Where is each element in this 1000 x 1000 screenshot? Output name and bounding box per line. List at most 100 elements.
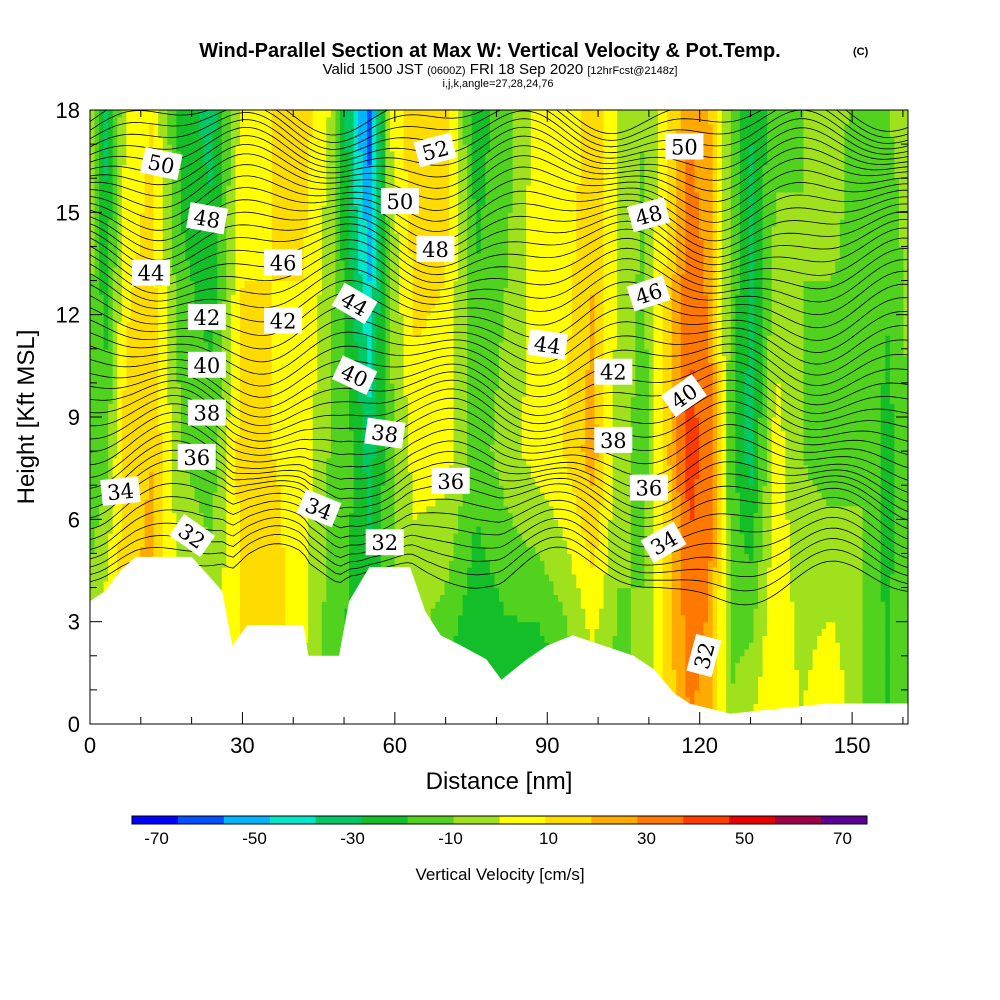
velocity-cell bbox=[271, 232, 305, 241]
velocity-cell bbox=[285, 614, 309, 623]
velocity-cell bbox=[389, 580, 446, 589]
velocity-cell bbox=[308, 150, 327, 159]
velocity-cell bbox=[121, 280, 137, 288]
velocity-cell bbox=[162, 144, 173, 152]
velocity-cell bbox=[121, 410, 159, 418]
velocity-cell bbox=[358, 116, 368, 125]
velocity-cell bbox=[235, 164, 273, 172]
velocity-cell bbox=[99, 116, 105, 125]
velocity-cell bbox=[271, 369, 318, 377]
velocity-cell bbox=[571, 260, 605, 268]
x-tick-label: 150 bbox=[834, 733, 871, 758]
contour-label-background bbox=[626, 197, 671, 233]
velocity-cell bbox=[239, 355, 273, 364]
velocity-cell bbox=[671, 294, 682, 302]
velocity-cell bbox=[667, 260, 677, 268]
velocity-cell bbox=[499, 594, 559, 602]
velocity-cell bbox=[162, 505, 173, 514]
velocity-cell bbox=[680, 498, 691, 507]
velocity-cell bbox=[753, 444, 759, 452]
velocity-cell bbox=[199, 505, 214, 514]
velocity-cell bbox=[721, 464, 727, 473]
velocity-cell bbox=[317, 294, 336, 302]
velocity-cell bbox=[726, 430, 736, 439]
velocity-cell bbox=[748, 301, 755, 309]
velocity-cell bbox=[603, 403, 614, 411]
velocity-cell bbox=[662, 635, 673, 643]
velocity-cell bbox=[662, 621, 673, 630]
velocity-cell bbox=[444, 587, 468, 595]
velocity-cell bbox=[567, 355, 591, 364]
velocity-cell bbox=[503, 601, 564, 609]
velocity-cell bbox=[367, 492, 373, 500]
velocity-cell bbox=[753, 253, 764, 261]
velocity-cell bbox=[889, 580, 908, 589]
velocity-cell bbox=[862, 567, 882, 575]
velocity-cell bbox=[748, 185, 755, 193]
velocity-cell bbox=[803, 451, 882, 459]
velocity-cell bbox=[662, 573, 673, 582]
velocity-cell bbox=[635, 341, 646, 350]
velocity-cell bbox=[889, 635, 908, 643]
velocity-cell bbox=[903, 266, 908, 275]
velocity-cell bbox=[903, 335, 908, 343]
velocity-cell bbox=[680, 580, 709, 589]
velocity-cell bbox=[762, 348, 768, 357]
velocity-cell bbox=[385, 321, 391, 329]
velocity-cell bbox=[235, 280, 246, 288]
velocity-cell bbox=[226, 526, 241, 534]
velocity-cell bbox=[667, 451, 677, 459]
velocity-cell bbox=[889, 376, 908, 384]
velocity-cell bbox=[371, 273, 377, 282]
velocity-cell bbox=[598, 505, 614, 514]
velocity-cell bbox=[685, 225, 700, 234]
velocity-cell bbox=[762, 232, 773, 241]
velocity-cell bbox=[389, 567, 450, 575]
velocity-cell bbox=[467, 171, 473, 179]
velocity-cell bbox=[880, 492, 895, 500]
theta-contour-line bbox=[90, 218, 908, 269]
contour-label-background bbox=[380, 188, 419, 215]
velocity-cell bbox=[444, 266, 459, 275]
velocity-cell bbox=[212, 130, 223, 138]
velocity-cell bbox=[671, 546, 682, 555]
velocity-cell bbox=[512, 137, 532, 145]
velocity-cell bbox=[894, 417, 908, 425]
velocity-cell bbox=[403, 321, 414, 329]
velocity-cell bbox=[453, 301, 468, 309]
velocity-cell bbox=[812, 478, 882, 486]
velocity-cell bbox=[735, 437, 745, 445]
velocity-cell bbox=[835, 266, 905, 275]
velocity-cell bbox=[117, 219, 123, 227]
velocity-cell bbox=[167, 287, 177, 295]
velocity-cell bbox=[226, 225, 237, 234]
velocity-cell bbox=[758, 464, 768, 473]
theta-contour-line bbox=[90, 164, 908, 213]
velocity-cell bbox=[694, 171, 714, 179]
velocity-cell bbox=[153, 178, 164, 186]
velocity-cell bbox=[117, 178, 123, 186]
velocity-cell bbox=[371, 464, 386, 473]
velocity-cell bbox=[171, 205, 182, 213]
velocity-cell bbox=[112, 185, 118, 193]
velocity-cell bbox=[171, 253, 187, 261]
velocity-cell bbox=[153, 137, 164, 145]
velocity-cell bbox=[112, 171, 118, 179]
velocity-cell bbox=[721, 546, 727, 555]
contour-label-background bbox=[296, 489, 342, 528]
velocity-cell bbox=[598, 526, 609, 534]
velocity-cell bbox=[449, 198, 459, 207]
velocity-cell bbox=[880, 546, 895, 555]
velocity-cell bbox=[898, 232, 908, 241]
velocity-cell bbox=[226, 205, 237, 213]
velocity-cell bbox=[744, 417, 755, 425]
velocity-cell bbox=[112, 287, 123, 295]
velocity-cell bbox=[530, 157, 582, 166]
velocity-cell bbox=[362, 212, 373, 220]
velocity-cell bbox=[385, 178, 396, 186]
velocity-cell bbox=[330, 389, 350, 398]
velocity-cell bbox=[535, 478, 573, 486]
velocity-cell bbox=[90, 321, 105, 329]
velocity-cell bbox=[785, 505, 864, 514]
velocity-cell bbox=[239, 314, 273, 323]
